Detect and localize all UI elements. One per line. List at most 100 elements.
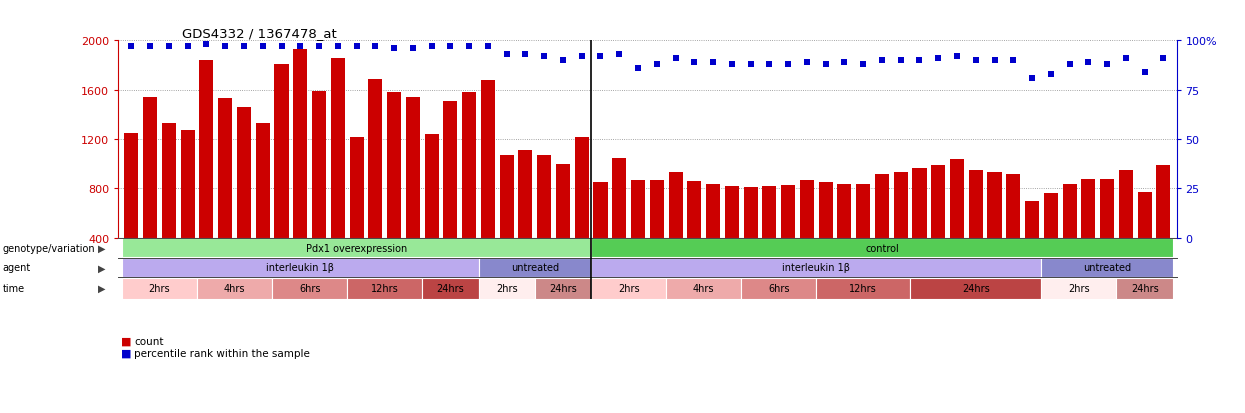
Bar: [1157, 166, 1170, 287]
Bar: [237, 108, 251, 287]
Bar: [875, 174, 889, 287]
Bar: [124, 134, 138, 287]
Bar: [273, 278, 347, 299]
Bar: [481, 81, 496, 287]
Bar: [1025, 201, 1040, 287]
Bar: [462, 93, 476, 287]
Bar: [1117, 278, 1173, 299]
Bar: [910, 278, 1041, 299]
Bar: [537, 156, 552, 287]
Bar: [819, 183, 833, 287]
Text: 2hrs: 2hrs: [1068, 284, 1089, 294]
Text: 24hrs: 24hrs: [549, 284, 576, 294]
Text: 4hrs: 4hrs: [224, 284, 245, 294]
Bar: [312, 92, 326, 287]
Text: ▶: ▶: [98, 263, 106, 273]
Text: ▶: ▶: [98, 243, 106, 253]
Text: untreated: untreated: [1083, 263, 1132, 273]
Bar: [838, 184, 852, 287]
Text: 4hrs: 4hrs: [693, 284, 715, 294]
Bar: [591, 239, 1173, 258]
Bar: [199, 61, 213, 287]
Text: 2hrs: 2hrs: [496, 284, 518, 294]
Bar: [406, 98, 420, 287]
Text: 12hrs: 12hrs: [371, 284, 398, 294]
Bar: [781, 185, 796, 287]
Bar: [478, 278, 535, 299]
Bar: [162, 124, 176, 287]
Bar: [143, 98, 157, 287]
Bar: [706, 184, 720, 287]
Bar: [255, 124, 270, 287]
Bar: [535, 278, 591, 299]
Bar: [1119, 171, 1133, 287]
Text: interleukin 1β: interleukin 1β: [782, 263, 850, 273]
Bar: [331, 59, 345, 287]
Bar: [557, 164, 570, 287]
Text: ■: ■: [121, 348, 131, 358]
Bar: [741, 278, 817, 299]
Text: GDS4332 / 1367478_at: GDS4332 / 1367478_at: [182, 27, 336, 40]
Text: control: control: [865, 243, 899, 253]
Bar: [1041, 259, 1173, 277]
Bar: [122, 239, 591, 258]
Bar: [987, 173, 1001, 287]
Text: agent: agent: [2, 263, 31, 273]
Bar: [422, 278, 478, 299]
Text: 2hrs: 2hrs: [148, 284, 171, 294]
Text: 6hrs: 6hrs: [299, 284, 320, 294]
Bar: [913, 168, 926, 287]
Bar: [478, 259, 591, 277]
Bar: [1006, 174, 1021, 287]
Bar: [575, 137, 589, 287]
Text: interleukin 1β: interleukin 1β: [266, 263, 334, 273]
Bar: [347, 278, 422, 299]
Bar: [666, 278, 741, 299]
Text: genotype/variation: genotype/variation: [2, 243, 95, 253]
Bar: [122, 278, 197, 299]
Bar: [591, 259, 1041, 277]
Bar: [294, 50, 308, 287]
Bar: [122, 259, 478, 277]
Bar: [1138, 193, 1152, 287]
Text: 24hrs: 24hrs: [962, 284, 990, 294]
Bar: [857, 184, 870, 287]
Bar: [817, 278, 910, 299]
Bar: [1062, 184, 1077, 287]
Text: ▶: ▶: [98, 284, 106, 294]
Text: ■: ■: [121, 336, 131, 346]
Bar: [743, 188, 758, 287]
Bar: [197, 278, 273, 299]
Bar: [1041, 278, 1117, 299]
Bar: [1101, 179, 1114, 287]
Bar: [425, 135, 438, 287]
Bar: [631, 180, 645, 287]
Bar: [969, 171, 982, 287]
Bar: [499, 156, 514, 287]
Bar: [218, 99, 233, 287]
Bar: [443, 102, 457, 287]
Bar: [650, 180, 664, 287]
Bar: [687, 182, 701, 287]
Bar: [591, 278, 666, 299]
Bar: [350, 137, 364, 287]
Bar: [369, 79, 382, 287]
Text: 12hrs: 12hrs: [849, 284, 876, 294]
Text: 2hrs: 2hrs: [618, 284, 640, 294]
Text: Pdx1 overexpression: Pdx1 overexpression: [306, 243, 407, 253]
Bar: [1082, 179, 1096, 287]
Text: 24hrs: 24hrs: [1130, 284, 1159, 294]
Text: count: count: [134, 336, 164, 346]
Bar: [518, 151, 533, 287]
Bar: [613, 158, 626, 287]
Bar: [931, 166, 945, 287]
Bar: [725, 187, 738, 287]
Bar: [1043, 194, 1058, 287]
Bar: [669, 173, 682, 287]
Bar: [799, 180, 814, 287]
Bar: [274, 65, 289, 287]
Bar: [894, 173, 908, 287]
Text: untreated: untreated: [510, 263, 559, 273]
Text: percentile rank within the sample: percentile rank within the sample: [134, 348, 310, 358]
Bar: [594, 183, 608, 287]
